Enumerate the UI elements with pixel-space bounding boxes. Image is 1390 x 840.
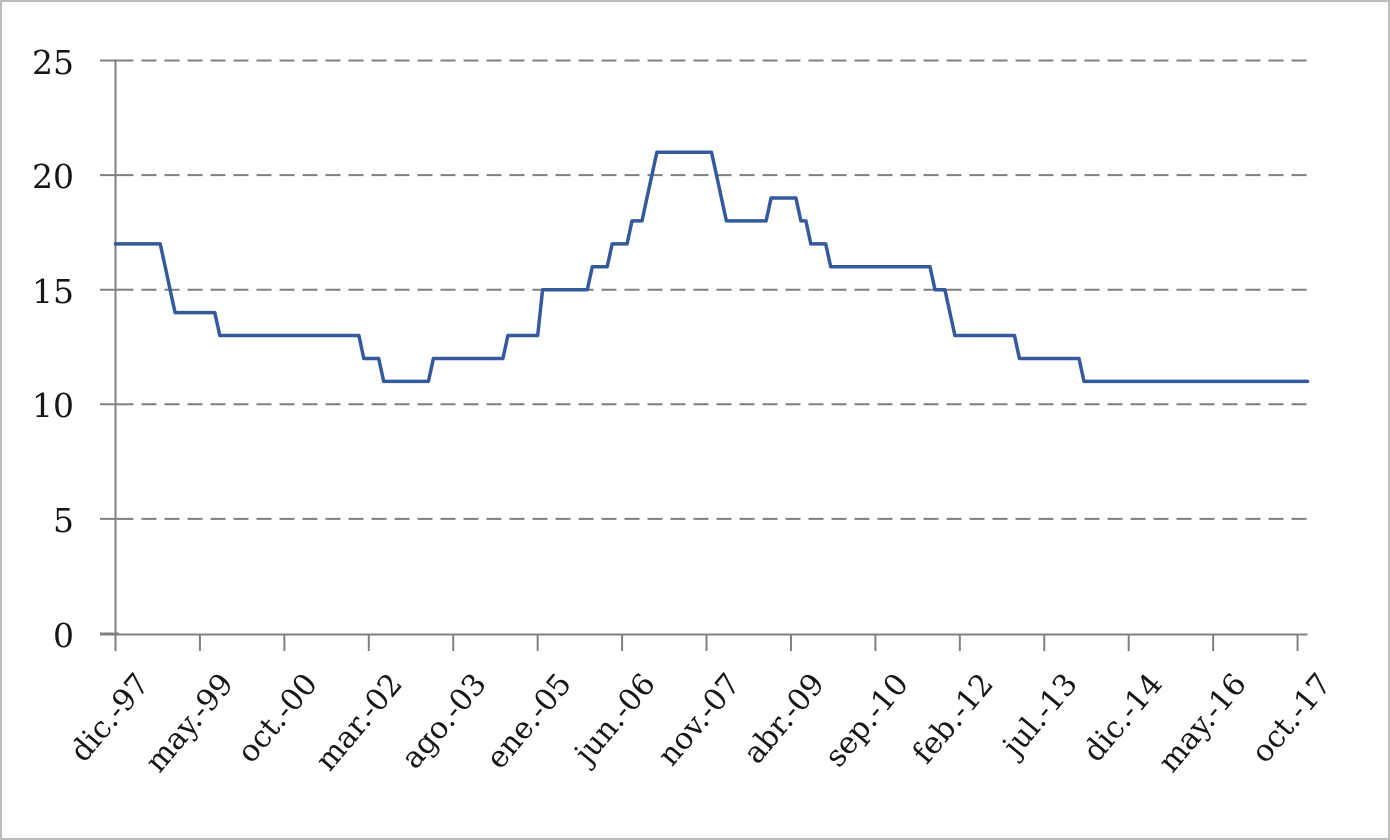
y-axis-tick-label: 5 xyxy=(53,500,74,540)
y-axis-tick-label: 20 xyxy=(32,157,74,197)
y-axis-tick-label: 25 xyxy=(32,42,74,82)
data-line xyxy=(113,150,1310,384)
y-axis-tick-label: 10 xyxy=(32,386,74,426)
y-axis-tick-label: 0 xyxy=(53,615,74,655)
y-axis-tick-label: 15 xyxy=(32,271,74,311)
